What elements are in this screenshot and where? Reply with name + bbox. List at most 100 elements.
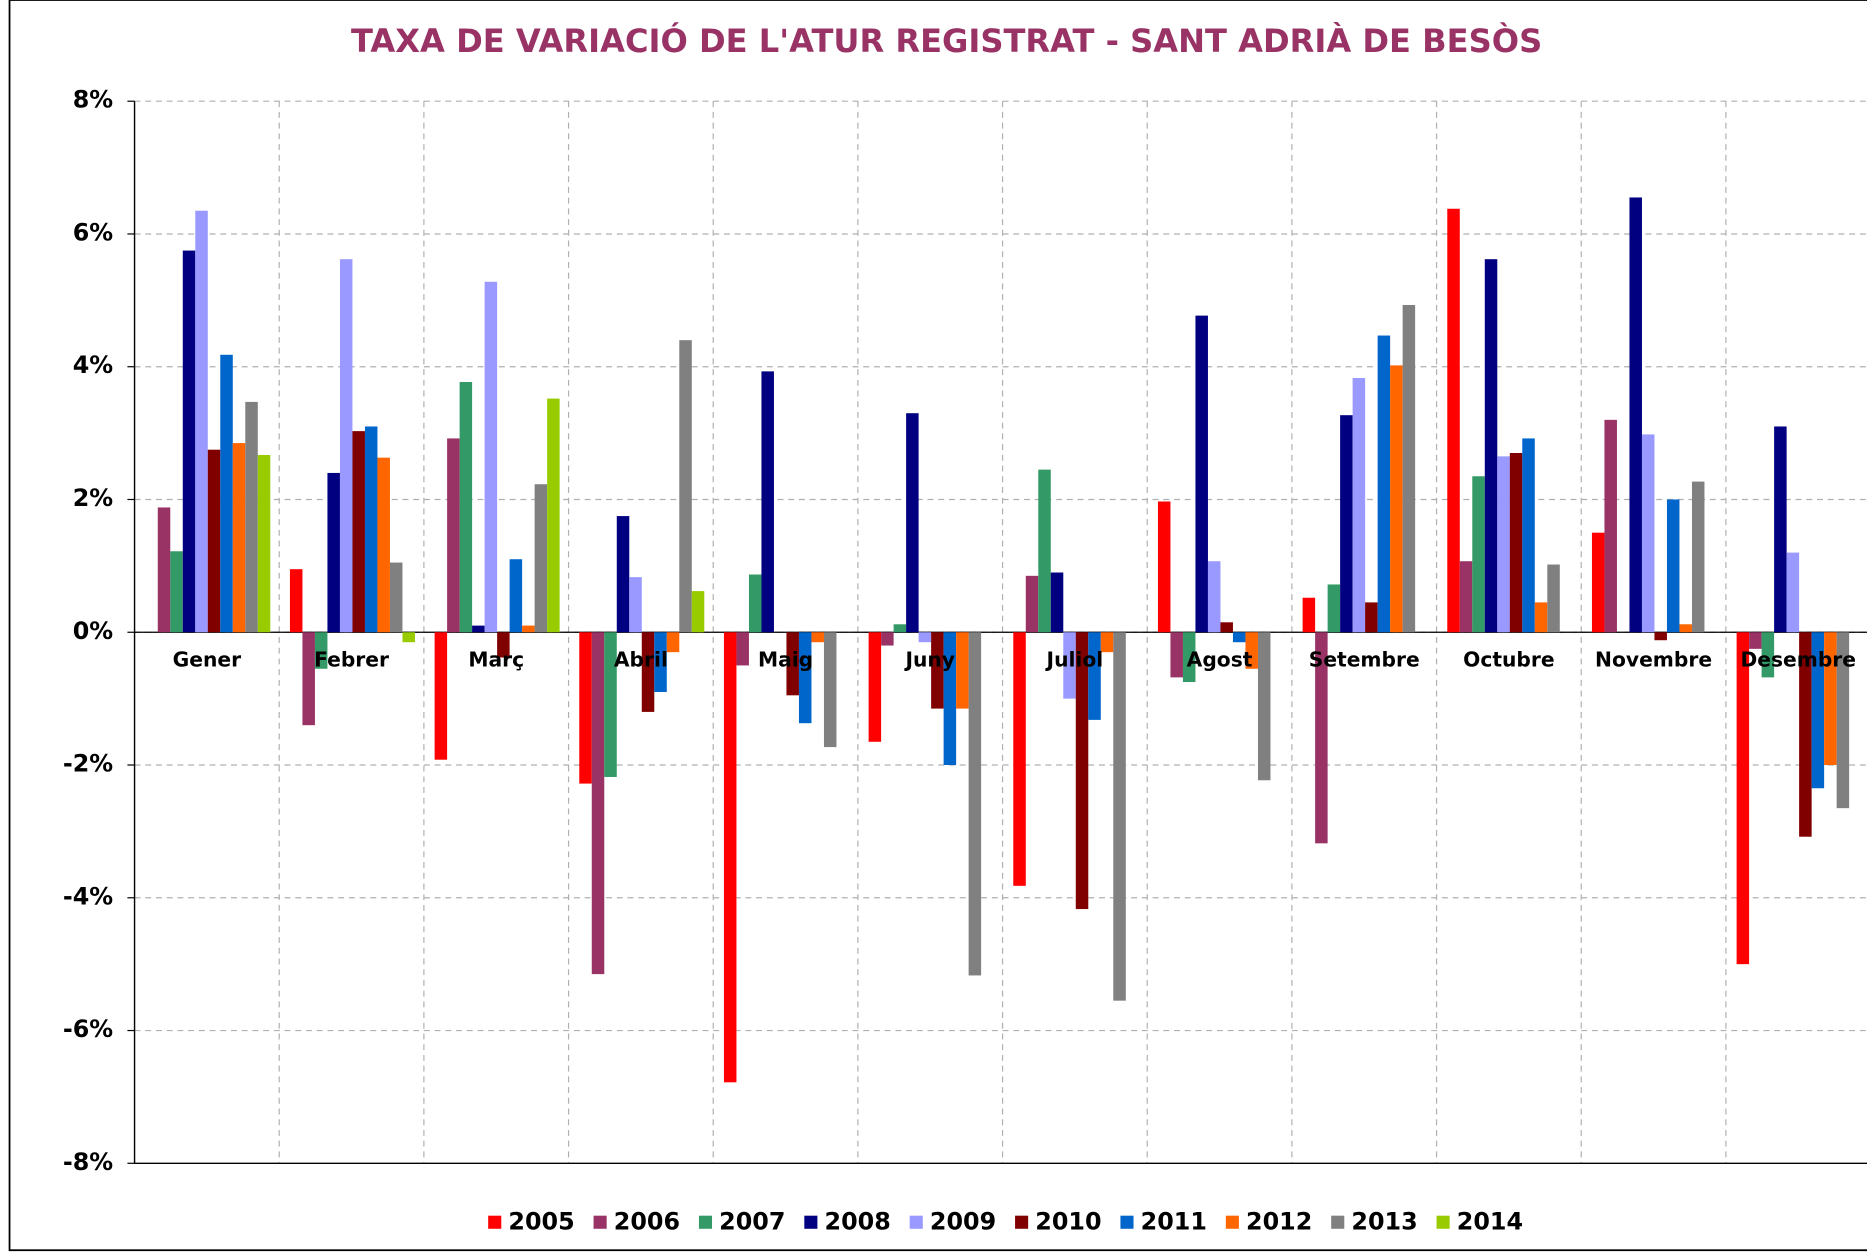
bar [1220,622,1233,633]
bar [893,624,907,633]
bar [1509,453,1523,633]
bar [1365,602,1378,633]
bar [679,340,692,633]
bar [1666,499,1680,633]
bar [170,551,183,633]
bar [654,632,667,692]
bar [1629,197,1642,633]
bar [1050,572,1064,633]
bar [364,426,378,633]
bar [302,632,315,726]
legend-swatch [1120,1215,1134,1229]
bar [1075,632,1089,910]
bar [798,632,812,724]
y-tick-label: -2% [63,750,113,778]
bar [591,632,605,975]
bar [207,449,221,633]
bar [1340,415,1353,633]
bar [352,431,365,633]
bar [1761,632,1775,678]
bar [377,457,390,633]
bar [1736,632,1750,965]
bar [956,632,969,709]
x-tick-label: Setembre [1309,647,1420,671]
bar [1232,632,1246,643]
bar [1377,335,1391,633]
y-tick-label: -4% [63,882,113,910]
legend-label: 2005 [508,1207,574,1235]
bar [1025,575,1039,633]
y-tick-label: 8% [73,86,114,114]
bar [1170,632,1183,678]
x-tick-label: Abril [614,647,668,671]
legend-swatch [804,1215,818,1229]
bar [1774,426,1787,633]
bar [1534,602,1548,633]
bar [906,413,919,633]
x-tick-label: Juny [903,647,955,671]
bar [1824,632,1837,766]
legend-label: 2009 [930,1207,996,1235]
legend-label: 2007 [719,1207,785,1235]
bar [666,632,680,653]
x-tick-label: Març [468,647,524,671]
bar [1472,476,1485,633]
y-tick-label: 4% [73,351,114,379]
bar [1522,438,1535,633]
bar [616,516,630,633]
bar [1604,419,1617,633]
bar [641,632,655,712]
bar [761,371,774,633]
bar [402,632,415,643]
bar [1352,378,1366,633]
bar [1547,564,1560,633]
bar [314,632,328,669]
bar [1063,632,1076,699]
bar [931,632,944,709]
bar [339,259,353,633]
bar [195,210,208,633]
bar [918,632,932,643]
bar [1402,304,1416,633]
bar [736,632,749,666]
bar [1459,561,1473,633]
bar [1315,632,1328,844]
bar [1113,632,1126,1001]
bar [157,507,171,633]
bar [534,484,548,633]
legend-swatch [1015,1215,1029,1229]
legend-label: 2008 [825,1207,891,1235]
bar [1195,315,1208,633]
x-tick-label: Octubre [1463,647,1554,671]
bar [1207,561,1221,633]
bar [232,443,246,633]
legend-swatch [698,1215,713,1229]
legend-swatch [909,1215,923,1229]
bar [1679,624,1692,633]
bar [1245,632,1258,669]
bar [522,625,535,633]
bar [1799,632,1812,837]
legend-label: 2010 [1035,1207,1101,1235]
bar [447,438,460,633]
bar [1327,584,1341,633]
bar [1100,632,1114,653]
legend-swatch [1331,1215,1345,1229]
x-tick-label: Desembre [1740,647,1856,671]
legend-label: 2011 [1141,1207,1207,1235]
bar [691,591,705,633]
y-tick-label: -8% [63,1148,113,1176]
legend-swatch [593,1215,607,1229]
bar [968,632,982,976]
bar [629,577,642,633]
bar [881,632,894,646]
x-tick-label: Maig [758,647,813,671]
bar [459,381,473,633]
bar [1088,632,1101,720]
y-tick-label: -6% [63,1015,113,1043]
bar [811,632,824,643]
x-tick-label: Juliol [1045,647,1104,671]
bar [1836,632,1850,809]
bar [434,632,448,760]
bar [868,632,882,742]
